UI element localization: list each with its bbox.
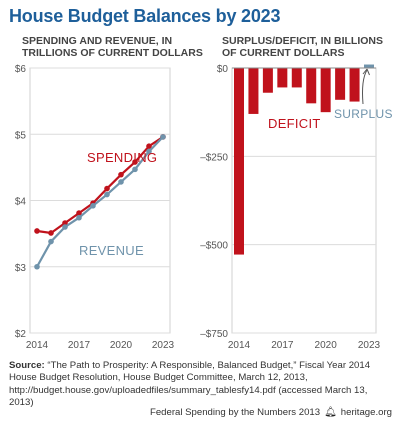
series-point-spending	[34, 228, 40, 234]
right-subtitle-line1: SURPLUS/DEFICIT, IN BILLIONS	[222, 35, 384, 47]
series-point-revenue	[48, 238, 54, 245]
series-point-revenue	[62, 224, 68, 230]
deficit-bar	[335, 68, 346, 100]
source-text: “The Path to Prosperity: A Responsible, …	[9, 360, 371, 409]
right-y-tick-label: –$250	[200, 152, 228, 163]
deficit-bar	[262, 68, 273, 93]
series-point-spending	[62, 220, 68, 226]
deficit-bar	[277, 68, 288, 88]
series-line-spending	[36, 135, 164, 235]
right-x-tick-label: 2023	[358, 340, 381, 351]
deficit-label: DEFICIT	[268, 116, 321, 131]
left-subtitle-line2: TRILLIONS OF CURRENT DOLLARS	[22, 47, 203, 59]
left-y-tick-label: $5	[15, 130, 27, 141]
series-point-revenue	[118, 179, 124, 185]
deficit-bar	[349, 68, 360, 102]
left-chart-subtitle: SPENDING AND REVENUE, IN TRILLIONS OF CU…	[22, 35, 203, 59]
series-point-revenue	[104, 191, 110, 198]
surplus-bar	[364, 64, 374, 68]
series-point-revenue	[34, 263, 40, 270]
left-subtitle-line1: SPENDING AND REVENUE, IN	[22, 35, 173, 47]
left-y-tick-label: $2	[15, 329, 27, 340]
series-point-spending	[48, 230, 54, 236]
footer: Federal Spending by the Numbers 2013 🔔︎ …	[150, 407, 392, 418]
right-chart-subtitle: SURPLUS/DEFICIT, IN BILLIONS OF CURRENT …	[222, 35, 383, 59]
footer-site: heritage.org	[340, 407, 392, 418]
series-point-revenue	[132, 166, 138, 173]
series-point-spending	[146, 143, 152, 149]
left-y-tick-label: $3	[15, 263, 27, 274]
left-x-tick-label: 2020	[110, 340, 133, 351]
right-y-tick-label: –$500	[200, 241, 228, 252]
series-point-spending	[118, 171, 124, 178]
spending-series-label: SPENDING	[87, 150, 157, 165]
deficit-bar	[291, 68, 302, 88]
deficit-bar	[320, 68, 331, 113]
left-x-tick-label: 2023	[152, 340, 175, 351]
surplus-arrow	[362, 69, 368, 105]
series-point-revenue	[146, 148, 152, 155]
chart-title: House Budget Balances by 2023	[9, 6, 281, 26]
series-point-revenue	[90, 203, 96, 209]
left-y-tick-label: $4	[15, 197, 27, 208]
series-point-spending	[104, 185, 110, 192]
right-x-tick-label: 2020	[315, 340, 338, 351]
series-point-spending	[132, 159, 138, 165]
series-point-revenue	[76, 214, 82, 221]
deficit-bar	[234, 68, 244, 255]
revenue-series-label: REVENUE	[79, 243, 144, 258]
surplus-label: SURPLUS	[334, 107, 393, 121]
right-y-tick-label: –$750	[200, 329, 228, 340]
right-subtitle-line2: OF CURRENT DOLLARS	[222, 47, 345, 59]
series-line-revenue	[36, 136, 164, 268]
right-x-tick-label: 2017	[271, 340, 294, 351]
left-x-tick-label: 2014	[26, 340, 49, 351]
right-y-tick-label: $0	[217, 64, 229, 75]
left-x-tick-label: 2017	[68, 340, 91, 351]
source-note: Source: “The Path to Prosperity: A Respo…	[9, 360, 393, 410]
left-y-tick-label: $6	[15, 64, 27, 75]
source-label: Source:	[9, 360, 45, 371]
series-point-spending	[76, 210, 82, 216]
right-x-tick-label: 2014	[228, 340, 251, 351]
deficit-bar	[306, 68, 317, 104]
bell-icon: 🔔︎	[324, 407, 337, 418]
deficit-bar	[248, 68, 259, 114]
series-point-revenue	[160, 134, 166, 140]
footer-text: Federal Spending by the Numbers 2013	[149, 407, 321, 418]
surplus-arrowhead	[362, 68, 370, 76]
